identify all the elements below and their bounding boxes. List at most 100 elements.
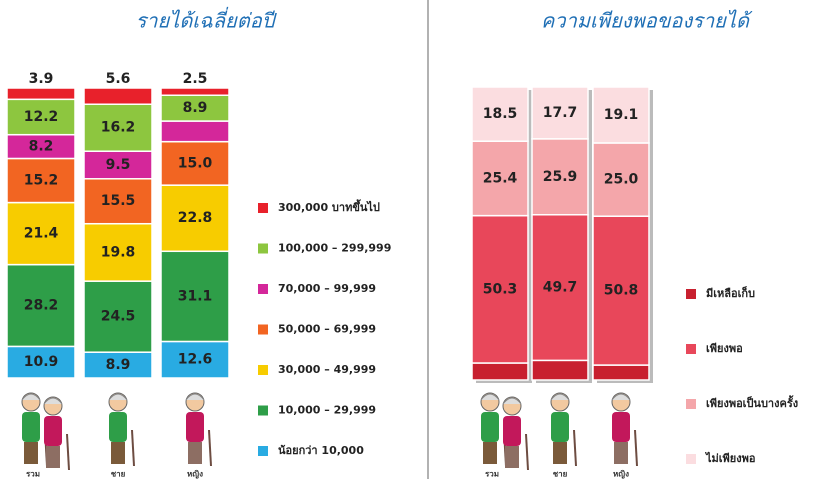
value-label: 49.7 bbox=[543, 280, 578, 296]
value-label: 24.5 bbox=[101, 309, 136, 325]
value-label: 19.8 bbox=[101, 244, 136, 260]
legend-swatch bbox=[686, 454, 696, 464]
icon-legs bbox=[188, 442, 202, 464]
bar-segment bbox=[6, 345, 76, 379]
icon-legs bbox=[111, 442, 125, 464]
icon-hair bbox=[480, 393, 500, 401]
bar-segment bbox=[592, 215, 650, 366]
value-label: 15.5 bbox=[101, 193, 136, 209]
icon-body bbox=[481, 412, 499, 442]
category-label: หญิง bbox=[613, 470, 629, 479]
bar-segment bbox=[83, 178, 153, 225]
icon-legs bbox=[483, 442, 497, 464]
icon-hair bbox=[21, 393, 41, 401]
value-label: 2.5 bbox=[183, 71, 208, 87]
legend-swatch bbox=[258, 243, 268, 254]
icon-legs bbox=[505, 446, 519, 468]
icon-cane bbox=[208, 429, 212, 467]
value-label: 12.2 bbox=[24, 109, 59, 125]
bar-segment bbox=[6, 87, 76, 101]
legend-label: 100,000 – 299,999 bbox=[278, 242, 391, 255]
value-label: 15.0 bbox=[178, 155, 213, 171]
icon-cane bbox=[66, 433, 70, 471]
category-label: รวม bbox=[26, 470, 40, 479]
icon-legs bbox=[553, 442, 567, 464]
icon-cane bbox=[131, 429, 135, 467]
bar-segment bbox=[592, 86, 650, 144]
chart-title: รายได้เฉลี่ยต่อปี bbox=[136, 7, 278, 33]
bar-segment bbox=[6, 98, 76, 136]
bar-segment bbox=[531, 86, 589, 140]
legend-label: 300,000 บาทขึ้นไป bbox=[278, 199, 380, 214]
bar-segment bbox=[160, 140, 230, 186]
category-label: ชาย bbox=[553, 470, 568, 479]
value-label: 28.2 bbox=[24, 298, 59, 314]
value-label: 17.7 bbox=[543, 105, 578, 121]
legend-label: 70,000 – 99,999 bbox=[278, 282, 376, 295]
icon-body bbox=[503, 416, 521, 446]
value-label: 8.2 bbox=[29, 139, 54, 155]
bar-segment bbox=[531, 138, 589, 216]
icon-legs bbox=[46, 446, 60, 468]
legend-swatch bbox=[686, 289, 696, 299]
icon-hair bbox=[108, 393, 128, 401]
bar-segment bbox=[160, 87, 230, 96]
legend-swatch bbox=[258, 446, 268, 456]
bar-segment bbox=[592, 142, 650, 217]
legend-label: 50,000 – 69,999 bbox=[278, 323, 376, 336]
value-label: 8.9 bbox=[183, 100, 208, 116]
bar-segment bbox=[83, 351, 153, 379]
value-label: 25.4 bbox=[483, 170, 518, 186]
value-label: 25.0 bbox=[604, 172, 639, 188]
legend-swatch bbox=[686, 399, 696, 409]
chart-title: ความเพียงพอของรายได้ bbox=[541, 9, 753, 33]
legend-swatch bbox=[258, 203, 268, 213]
icon-body bbox=[44, 416, 62, 446]
value-label: 25.9 bbox=[543, 169, 578, 185]
value-label: 8.9 bbox=[106, 357, 131, 373]
value-label: 50.3 bbox=[483, 281, 518, 297]
bar-segment bbox=[83, 103, 153, 152]
value-label: 22.8 bbox=[178, 210, 213, 226]
bar-segment bbox=[83, 150, 153, 180]
bar-segment bbox=[83, 87, 153, 105]
value-label: 10.9 bbox=[24, 354, 59, 370]
icon-body bbox=[612, 412, 630, 442]
value-label: 18.5 bbox=[483, 106, 518, 122]
icon-cane bbox=[525, 433, 529, 471]
value-label: 50.8 bbox=[604, 283, 639, 299]
value-label: 5.6 bbox=[106, 71, 131, 87]
icon-body bbox=[109, 412, 127, 442]
legend-swatch bbox=[258, 405, 268, 416]
legend-label: มีเหลือเก็บ bbox=[706, 286, 755, 300]
bar-segment bbox=[471, 214, 529, 364]
value-label: 3.9 bbox=[29, 71, 54, 87]
icon-hair bbox=[502, 397, 522, 405]
bar-segment bbox=[6, 157, 76, 204]
legend-swatch bbox=[258, 324, 268, 335]
icon-cane bbox=[634, 429, 638, 467]
legend-label: 30,000 – 49,999 bbox=[278, 363, 376, 376]
icon-legs bbox=[24, 442, 38, 464]
legend-label: 10,000 – 29,999 bbox=[278, 404, 376, 417]
legend-swatch bbox=[258, 284, 268, 294]
category-label: หญิง bbox=[187, 470, 203, 479]
value-label: 12.6 bbox=[178, 352, 213, 368]
icon-hair bbox=[185, 393, 205, 401]
icon-body bbox=[22, 412, 40, 442]
bar-segment bbox=[160, 184, 230, 253]
icon-body bbox=[551, 412, 569, 442]
bar-segment bbox=[6, 263, 76, 348]
icon-legs bbox=[614, 442, 628, 464]
icon-hair bbox=[611, 393, 631, 401]
icon-hair bbox=[43, 397, 63, 405]
bar-segment bbox=[83, 280, 153, 353]
value-label: 21.4 bbox=[24, 226, 59, 242]
value-label: 16.2 bbox=[101, 120, 136, 136]
category-label: รวม bbox=[485, 470, 499, 479]
value-label: 31.1 bbox=[178, 288, 213, 304]
value-label: 19.1 bbox=[604, 107, 639, 123]
legend-label: น้อยกว่า 10,000 bbox=[278, 444, 364, 457]
bar-segment bbox=[160, 340, 230, 379]
legend-label: เพียงพอ bbox=[706, 342, 743, 355]
